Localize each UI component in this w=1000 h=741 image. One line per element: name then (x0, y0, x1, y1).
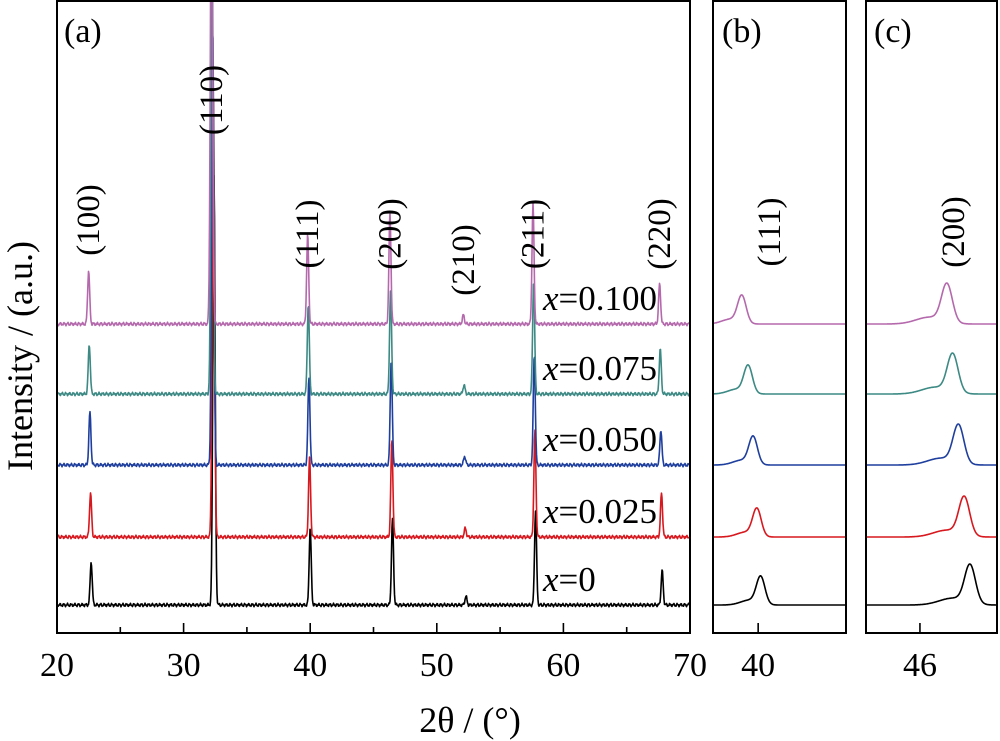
series-labels: x=0 x=0.025 x=0.050 x=0.075 x=0.100 (542, 279, 657, 599)
hkl-label-a-6: (220) (642, 198, 678, 269)
series-label-1: x=0.025 (542, 492, 657, 531)
panel-b-traces (713, 294, 846, 606)
series-label-3: x=0.075 (542, 349, 657, 388)
panel-a: (100)(110)(111) (200) (210) (211) (220) x=0x… (40, 0, 707, 684)
series-label-2: x=0.050 (542, 420, 657, 459)
panel-a-frame (56, 0, 691, 634)
series-label-4: x=0.100 (542, 279, 657, 318)
hkl-label-a-1: (110) (194, 65, 230, 135)
trace-a-2 (57, 32, 690, 468)
hkl-label-a-3: (200) (372, 198, 408, 269)
panel-c-trace-4 (866, 282, 997, 325)
hkl-label-a-4: (210) (446, 224, 482, 295)
x-axis-label: 2θ / (°) (419, 700, 521, 740)
y-axis-label: Intensity / (a.u.) (0, 241, 40, 471)
panel-c-tick-label-0: 46 (903, 647, 937, 684)
tick-label-a-2: 40 (293, 647, 327, 684)
panel-b-tick-label-0: 40 (741, 647, 775, 684)
panel-b-trace-4 (713, 294, 846, 325)
panel-a-hkl-labels: (100) (110) (111) (200) (210) (211) (220) (71, 65, 678, 296)
panel-b-trace-2 (713, 435, 846, 466)
panel-c-x-ticks: 46 (903, 623, 937, 684)
tick-label-a-1: 30 (167, 647, 201, 684)
panel-a-traces (57, 0, 690, 608)
panel-b-trace-1 (713, 507, 846, 538)
panel-b-trace-3 (713, 364, 846, 395)
panel-c-hkl-label: (200) (936, 196, 972, 267)
panel-b-hkl-label: (111) (752, 197, 788, 266)
panel-c: 46 (c) (200) (865, 0, 998, 684)
panel-a-x-ticks: 20 30 40 50 60 70 (40, 623, 707, 684)
panel-c-frame (865, 0, 998, 634)
panel-c-trace-1 (866, 495, 997, 538)
panel-c-traces (866, 282, 997, 606)
tick-label-a-0: 20 (40, 647, 74, 684)
series-label-0: x=0 (542, 560, 596, 599)
hkl-label-a-2: (111) (290, 199, 326, 268)
panel-b-frame (712, 0, 847, 634)
panel-c-trace-2 (866, 423, 997, 466)
hkl-label-a-0: (100) (71, 184, 107, 255)
panel-b: 40 (b) (111) (712, 0, 847, 684)
tick-label-a-5: 70 (673, 647, 707, 684)
trace-a-1 (57, 98, 690, 540)
panel-c-label: (c) (874, 13, 912, 50)
panel-a-label: (a) (64, 13, 102, 50)
trace-a-3 (57, 0, 690, 397)
panel-b-x-ticks: 40 (741, 623, 775, 684)
panel-b-trace-0 (713, 575, 846, 606)
hkl-label-a-5: (211) (516, 199, 552, 269)
trace-a-4 (57, 0, 690, 327)
panel-c-trace-3 (866, 352, 997, 395)
panel-c-trace-0 (866, 563, 997, 606)
tick-label-a-3: 50 (420, 647, 454, 684)
trace-a-0 (57, 174, 690, 608)
panel-b-label: (b) (722, 13, 762, 50)
tick-label-a-4: 60 (546, 647, 580, 684)
